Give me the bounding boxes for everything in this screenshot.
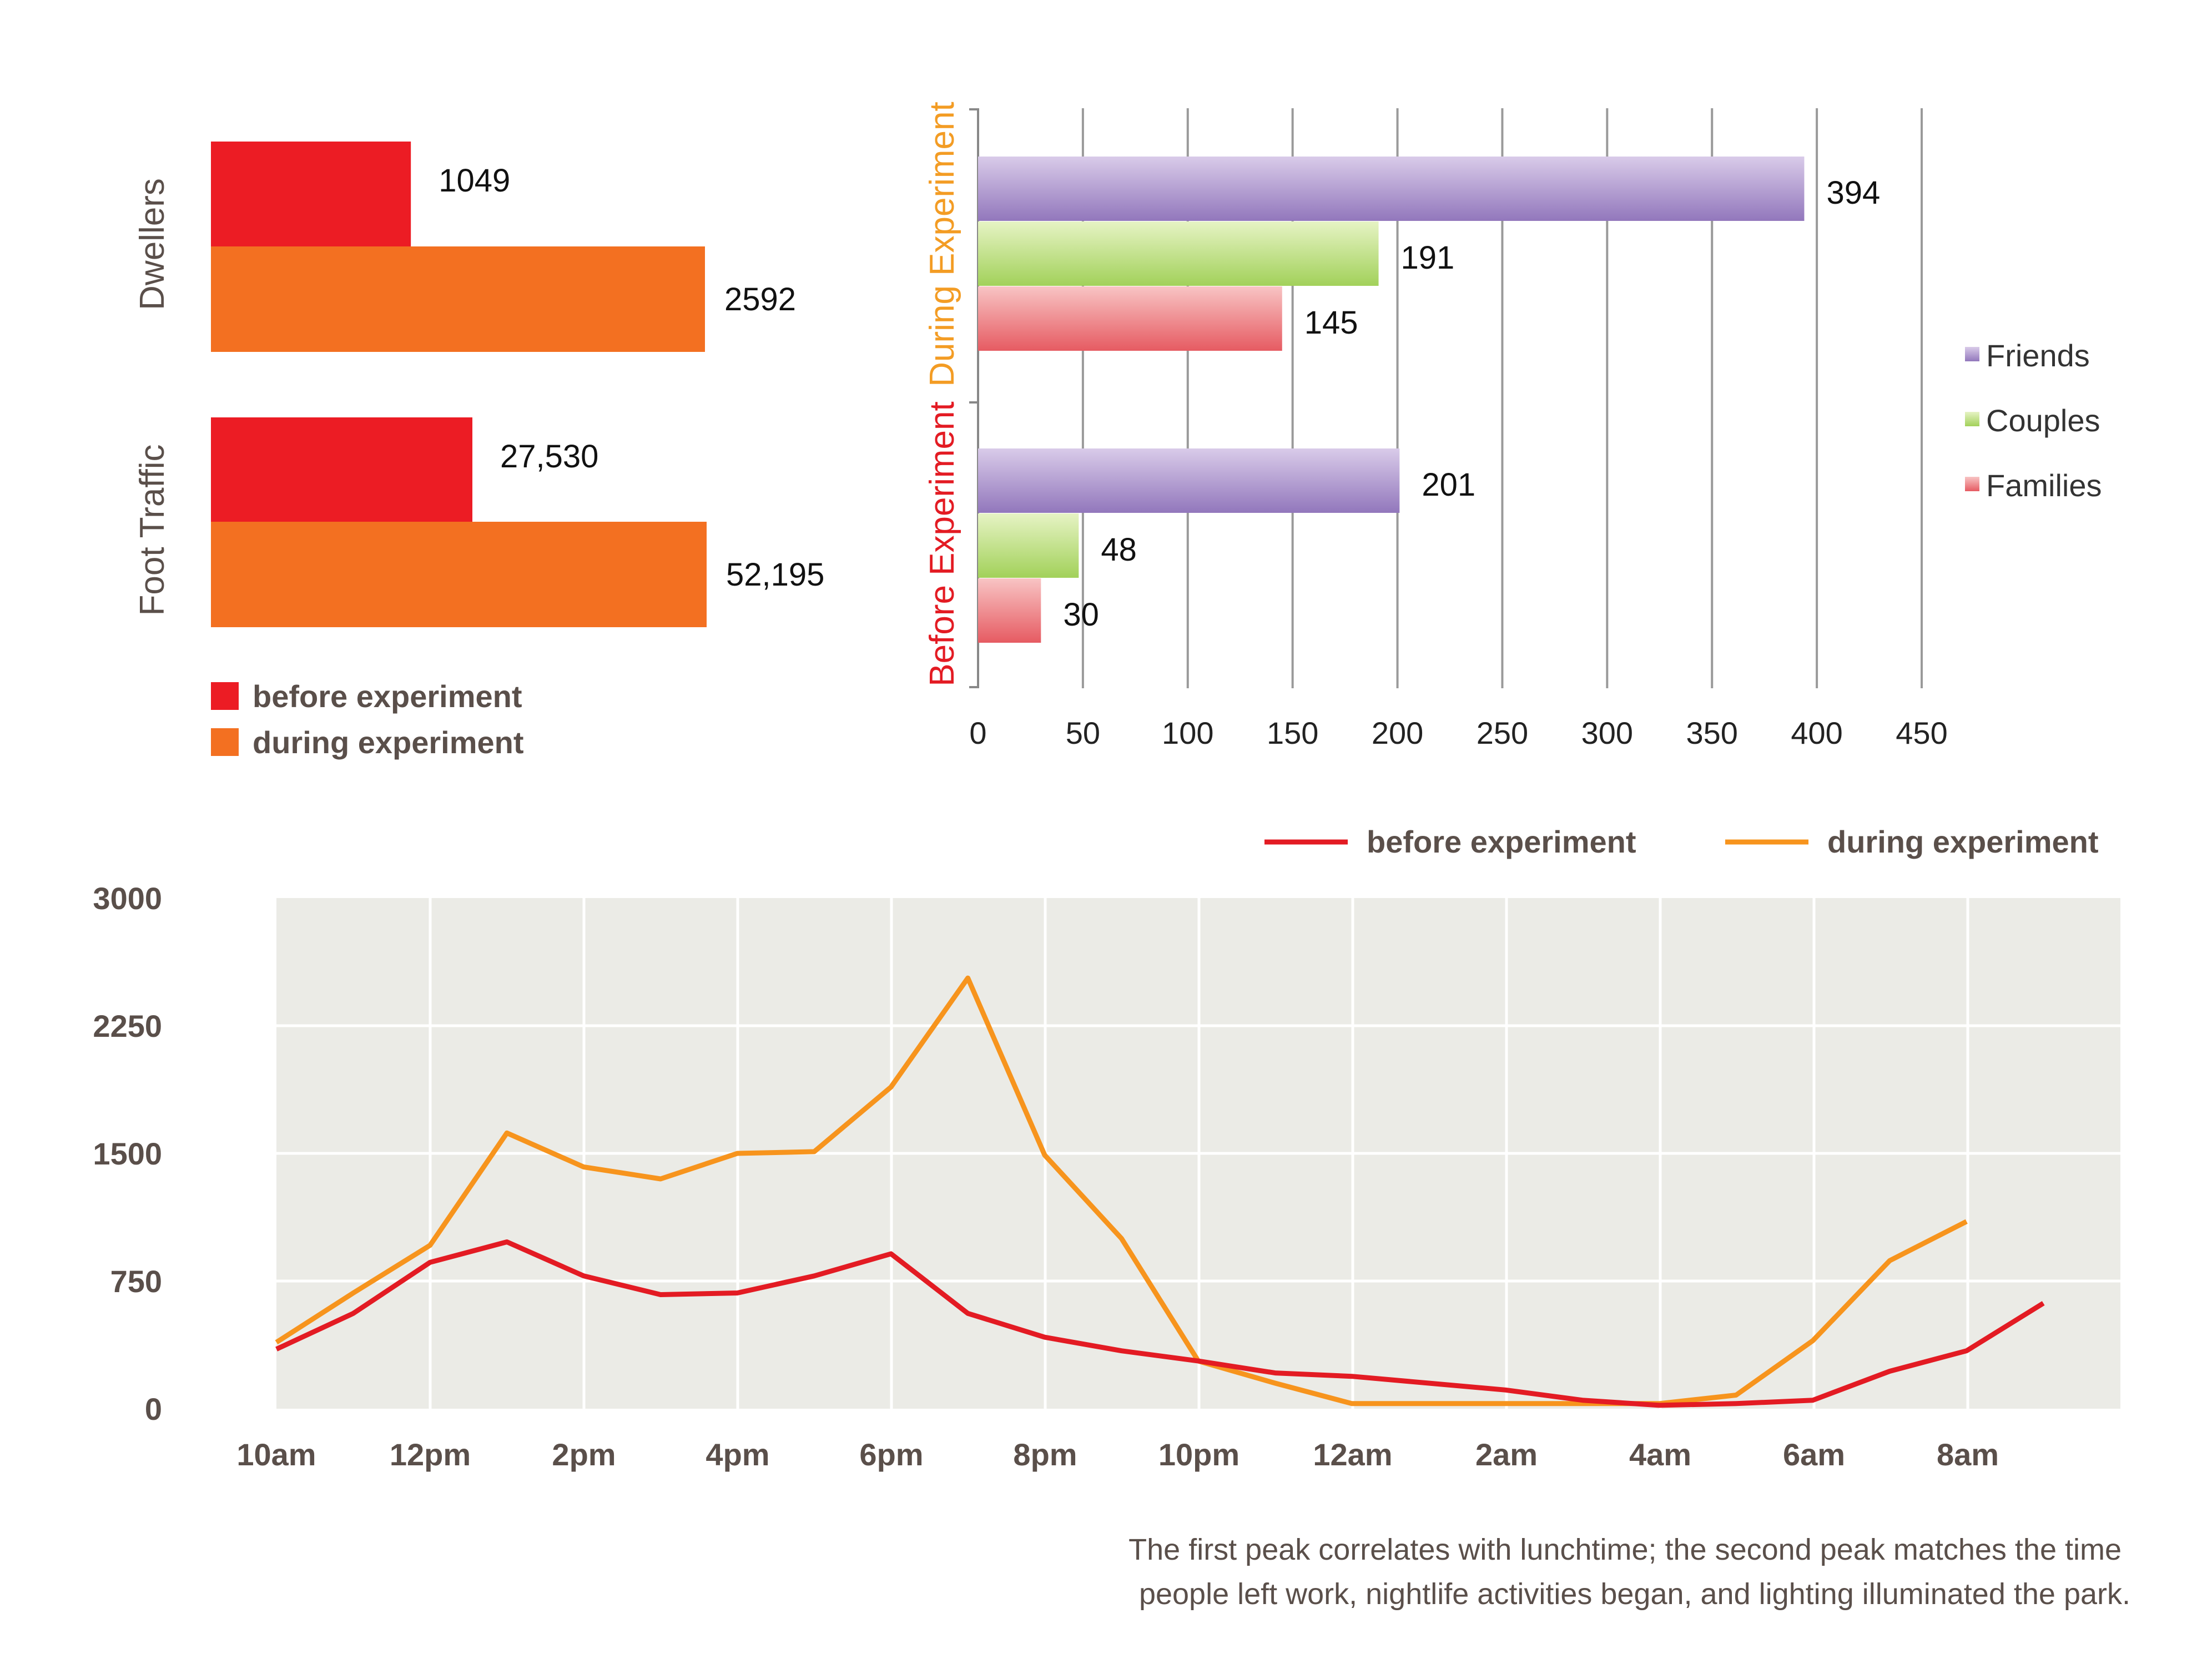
chart2-x-tick: 50 <box>1066 715 1100 750</box>
infographic: Dwellers Foot Traffic 1049 2592 27,530 5… <box>0 0 2212 1679</box>
chart2-bar-before-families <box>978 578 1041 643</box>
chart2-bar-during-families <box>978 286 1282 351</box>
chart3-legend-during: during experiment <box>1827 824 2099 859</box>
chart3-x-tick: 8pm <box>1013 1437 1077 1472</box>
chart1-label-foot-traffic-during: 52,195 <box>726 557 824 593</box>
chart2-x-tick: 450 <box>1896 715 1947 750</box>
chart2-label-before-families: 30 <box>1063 597 1099 633</box>
chart3-x-tick: 12am <box>1313 1437 1392 1472</box>
chart3-x-tick: 10am <box>236 1437 316 1472</box>
chart1-label-dwellers-during: 2592 <box>724 281 796 317</box>
chart3-x-tick: 4pm <box>706 1437 769 1472</box>
chart2-legend-swatch-couples <box>1965 412 1979 426</box>
chart2-x-tick: 200 <box>1372 715 1423 750</box>
chart3-x-tick: 8am <box>1937 1437 1999 1472</box>
chart2-bar-before-couples <box>978 513 1079 578</box>
chart3-caption-line-1: The first peak correlates with lunchtime… <box>1128 1533 2122 1566</box>
chart2-legend-swatch-families <box>1965 477 1979 491</box>
chart1-bar-foot-traffic-during <box>211 522 707 627</box>
chart1-legend-before: before experiment <box>253 679 522 714</box>
chart2-legend-swatch-friends <box>1965 347 1979 361</box>
chart1-category-foot-traffic: Foot Traffic <box>133 445 172 616</box>
chart3-x-tick: 2am <box>1475 1437 1538 1472</box>
chart3-y-tick: 3000 <box>93 881 162 916</box>
chart2-label-before-couples: 48 <box>1101 532 1137 568</box>
chart3-y-tick: 0 <box>145 1391 162 1426</box>
chart2-group-before: Before Experiment <box>923 401 961 686</box>
chart3-legend-before: before experiment <box>1367 824 1636 859</box>
chart3-x-tick: 12pm <box>390 1437 471 1472</box>
chart2-legend-couples: Couples <box>1986 403 2100 438</box>
chart2-x-tick: 100 <box>1162 715 1213 750</box>
chart2-bar-during-couples <box>978 221 1379 286</box>
chart2-label-during-couples: 191 <box>1401 240 1455 276</box>
chart1-bar-dwellers-during <box>211 246 705 352</box>
chart1-label-foot-traffic-before: 27,530 <box>500 438 598 475</box>
chart2-label-during-families: 145 <box>1304 305 1358 341</box>
chart1-legend-during: during experiment <box>253 725 524 760</box>
chart3-hourly-traffic: before experiment during experiment 3000… <box>93 824 2130 1611</box>
chart2-label-during-friends: 394 <box>1826 175 1880 211</box>
chart1-legend-swatch-before <box>211 682 239 710</box>
chart3-y-tick: 1500 <box>93 1136 162 1171</box>
chart2-x-tick: 250 <box>1477 715 1528 750</box>
chart2-legend-families: Families <box>1986 468 2102 503</box>
chart2-x-tick: 0 <box>969 715 986 750</box>
chart3-caption-line-2: people left work, nightlife activities b… <box>1139 1577 2130 1611</box>
chart1-bar-dwellers-before <box>211 142 411 247</box>
chart3-x-tick: 6am <box>1783 1437 1845 1472</box>
chart2-group-during: During Experiment <box>923 102 961 386</box>
chart3-x-tick: 6pm <box>859 1437 923 1472</box>
chart3-y-tick: 2250 <box>93 1009 162 1043</box>
chart-canvas: Dwellers Foot Traffic 1049 2592 27,530 5… <box>0 0 2212 1679</box>
chart2-group-types: During Experiment Before Experiment 394 … <box>923 102 2102 750</box>
chart2-bar-before-friends <box>978 448 1399 513</box>
chart3-y-tick-labels: 3000 2250 1500 750 0 <box>93 881 162 1426</box>
chart1-label-dwellers-before: 1049 <box>439 163 510 199</box>
chart1-category-dwellers: Dwellers <box>133 178 172 310</box>
chart2-bar-during-friends <box>978 157 1804 221</box>
chart3-x-tick-labels: 10am 12pm 2pm 4pm 6pm 8pm 10pm 12am 2am 4am 6am 8am <box>236 1437 1999 1472</box>
chart2-legend-friends: Friends <box>1986 338 2090 373</box>
chart2-x-tick: 400 <box>1791 715 1842 750</box>
chart2-x-tick: 150 <box>1267 715 1318 750</box>
chart2-x-tick: 300 <box>1581 715 1633 750</box>
chart1-bar-foot-traffic-before <box>211 417 472 523</box>
chart1-legend-swatch-during <box>211 728 239 756</box>
chart1-dwellers-foot-traffic: Dwellers Foot Traffic 1049 2592 27,530 5… <box>133 142 824 760</box>
chart2-x-tick-labels: 0 50 100 150 200 250 300 350 400 450 <box>969 715 1947 750</box>
chart2-label-before-friends: 201 <box>1422 467 1475 503</box>
chart3-x-tick: 4am <box>1629 1437 1691 1472</box>
chart3-x-tick: 10pm <box>1158 1437 1239 1472</box>
chart3-x-tick: 2pm <box>552 1437 616 1472</box>
chart3-y-tick: 750 <box>110 1264 162 1299</box>
chart2-x-tick: 350 <box>1686 715 1738 750</box>
